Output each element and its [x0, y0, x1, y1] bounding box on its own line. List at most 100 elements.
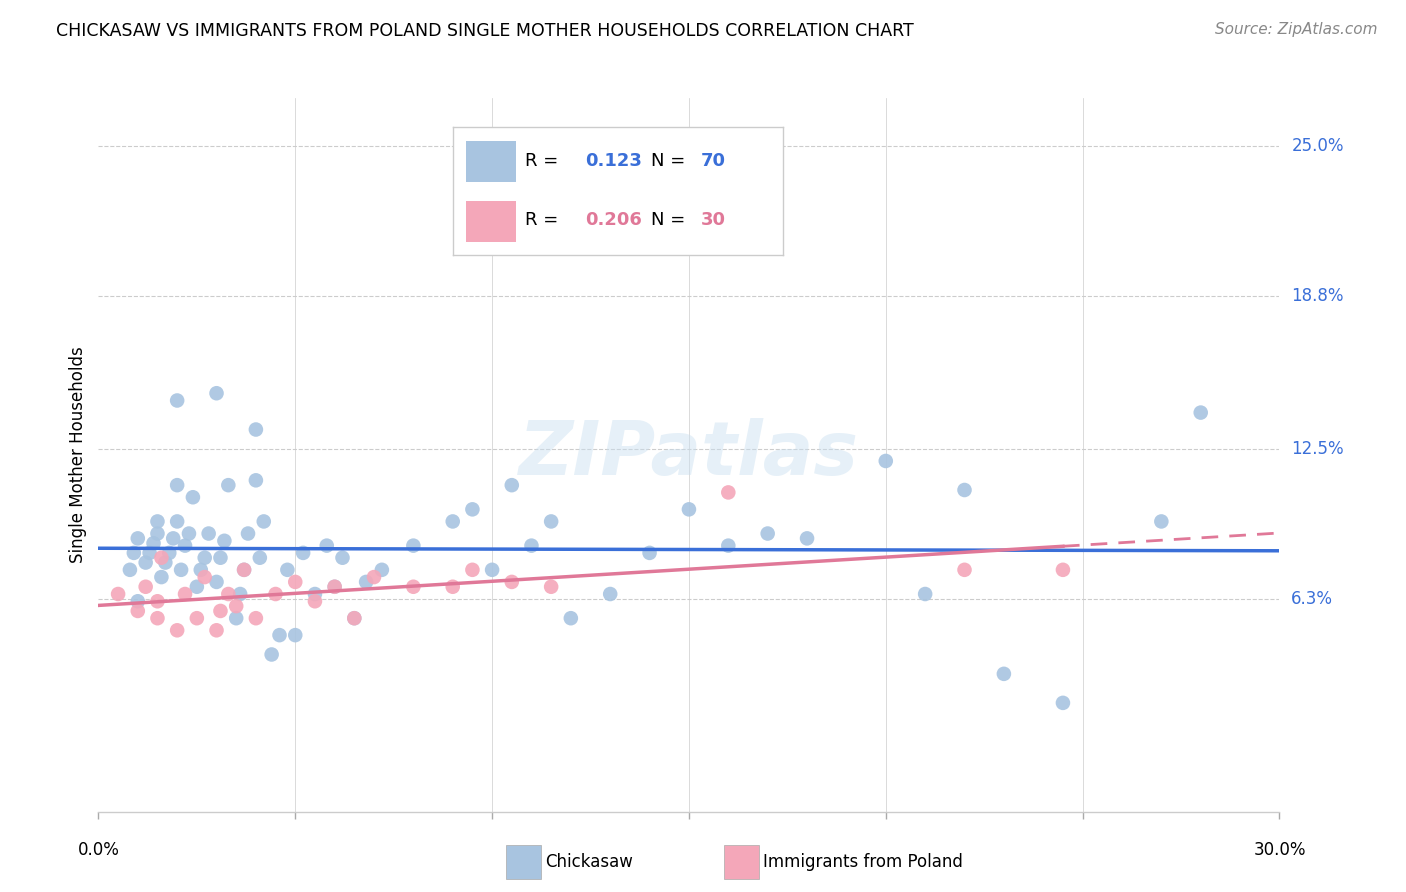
Point: [127, 604, 149, 618]
Point: [177, 526, 200, 541]
Point: [993, 666, 1015, 681]
Point: [229, 587, 252, 601]
Point: [225, 599, 247, 613]
Point: [402, 539, 425, 553]
Point: [1052, 563, 1074, 577]
Text: 0.0%: 0.0%: [77, 841, 120, 859]
Point: [461, 563, 484, 577]
Point: [260, 648, 283, 662]
Point: [343, 611, 366, 625]
Point: [166, 478, 188, 492]
Point: [142, 536, 165, 550]
Point: [441, 515, 464, 529]
Point: [914, 587, 936, 601]
Point: [304, 587, 326, 601]
Point: [756, 526, 779, 541]
Point: [162, 532, 184, 546]
Point: [599, 587, 621, 601]
Point: [135, 580, 157, 594]
Point: [540, 515, 562, 529]
Point: [276, 563, 298, 577]
Point: [107, 587, 129, 601]
Point: [150, 570, 173, 584]
Point: [194, 550, 217, 565]
Point: [501, 478, 523, 492]
Point: [1150, 515, 1173, 529]
Point: [146, 611, 169, 625]
Point: [875, 454, 897, 468]
Point: [363, 570, 385, 584]
Text: 6.3%: 6.3%: [1291, 590, 1333, 607]
Point: [678, 502, 700, 516]
Point: [520, 539, 543, 553]
Point: [205, 624, 228, 638]
Point: [217, 587, 239, 601]
Y-axis label: Single Mother Households: Single Mother Households: [69, 347, 87, 563]
Point: [1189, 406, 1212, 420]
Point: [304, 594, 326, 608]
Point: [166, 515, 188, 529]
Point: [269, 628, 291, 642]
Point: [323, 580, 346, 594]
Point: [214, 533, 236, 548]
Point: [174, 539, 197, 553]
Point: [560, 611, 582, 625]
Point: [127, 532, 149, 546]
Text: CHICKASAW VS IMMIGRANTS FROM POLAND SINGLE MOTHER HOUSEHOLDS CORRELATION CHART: CHICKASAW VS IMMIGRANTS FROM POLAND SING…: [56, 22, 914, 40]
Point: [155, 556, 177, 570]
Point: [717, 539, 740, 553]
Text: 25.0%: 25.0%: [1291, 137, 1344, 155]
Text: 18.8%: 18.8%: [1291, 287, 1344, 305]
Point: [461, 502, 484, 516]
Point: [323, 580, 346, 594]
Point: [953, 563, 976, 577]
Point: [205, 386, 228, 401]
Point: [166, 624, 188, 638]
Point: [127, 594, 149, 608]
Point: [138, 546, 160, 560]
Point: [371, 563, 394, 577]
Point: [953, 483, 976, 497]
Point: [501, 574, 523, 589]
Point: [146, 526, 169, 541]
Point: [253, 515, 276, 529]
Point: [118, 563, 141, 577]
Point: [638, 546, 661, 560]
Point: [402, 580, 425, 594]
Point: [233, 563, 256, 577]
Text: 30.0%: 30.0%: [1253, 841, 1306, 859]
Point: [194, 570, 217, 584]
Point: [209, 550, 232, 565]
Point: [354, 574, 377, 589]
Point: [122, 546, 145, 560]
Point: [135, 556, 157, 570]
Text: Source: ZipAtlas.com: Source: ZipAtlas.com: [1215, 22, 1378, 37]
Point: [181, 490, 204, 504]
Point: [205, 574, 228, 589]
Point: [146, 594, 169, 608]
Point: [481, 563, 503, 577]
Text: Chickasaw: Chickasaw: [546, 853, 633, 871]
Point: [264, 587, 287, 601]
Text: ZIPatlas: ZIPatlas: [519, 418, 859, 491]
Point: [249, 550, 271, 565]
Point: [441, 580, 464, 594]
Point: [540, 580, 562, 594]
Point: [343, 611, 366, 625]
Point: [190, 563, 212, 577]
Point: [717, 485, 740, 500]
Text: Immigrants from Poland: Immigrants from Poland: [763, 853, 963, 871]
Point: [150, 550, 173, 565]
Point: [245, 473, 267, 487]
Point: [186, 611, 208, 625]
Point: [284, 574, 307, 589]
Point: [315, 539, 337, 553]
Point: [146, 515, 169, 529]
Point: [796, 532, 818, 546]
Point: [209, 604, 232, 618]
Point: [245, 423, 267, 437]
Point: [233, 563, 256, 577]
Point: [197, 526, 219, 541]
Point: [170, 563, 193, 577]
Point: [166, 393, 188, 408]
